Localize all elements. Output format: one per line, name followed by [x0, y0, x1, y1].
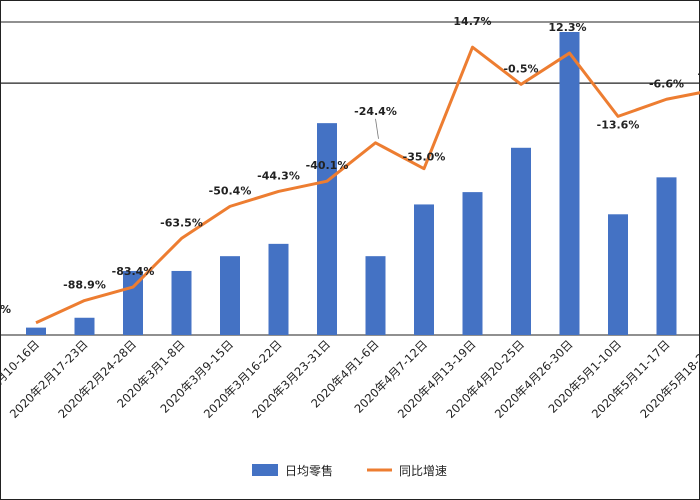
bar-4: [220, 256, 240, 335]
data-label-8: -35.0%: [403, 151, 446, 164]
bar-3: [171, 270, 192, 335]
bar-12: [608, 214, 628, 335]
bar-0: [26, 327, 46, 335]
data-label-1: -88.9%: [63, 279, 106, 292]
data-label-11: 12.3%: [548, 21, 586, 34]
bar-10: [511, 147, 531, 335]
data-label-12: -13.6%: [597, 118, 640, 131]
legend-label-line: 同比增速: [399, 464, 447, 478]
bar-8: [414, 204, 434, 335]
data-label-2: -83.4%: [112, 265, 155, 278]
data-label-5: -44.3%: [257, 169, 300, 182]
data-label-0-partial: %: [0, 303, 11, 316]
data-label-14: -2.7%: [697, 68, 700, 81]
legend: 日均零售 同比增速: [252, 463, 447, 478]
bar-9: [462, 192, 483, 335]
bar-11: [559, 32, 580, 335]
data-label-3: -63.5%: [160, 216, 203, 229]
label-leader-line: [375, 118, 379, 139]
bar-13: [656, 177, 677, 335]
plot-area: -88.9% -83.4% -63.5% -50.4% -44.3% -40.1% -24.…: [0, 15, 700, 421]
legend-label-bar: 日均零售: [285, 463, 333, 478]
yoy-growth-line: [35, 45, 700, 325]
data-label-10: -0.5%: [503, 62, 538, 75]
data-label-9: 14.7%: [453, 15, 491, 28]
data-label-13: -6.6%: [649, 77, 684, 90]
bar-1: [74, 317, 95, 335]
bar-7: [365, 256, 386, 335]
data-label-7: -24.4%: [354, 105, 397, 118]
data-label-4: -50.4%: [209, 184, 252, 197]
bar-6: [317, 123, 337, 336]
data-label-6: -40.1%: [306, 159, 349, 172]
bar-5: [268, 243, 289, 335]
legend-swatch-bar: [252, 464, 278, 476]
